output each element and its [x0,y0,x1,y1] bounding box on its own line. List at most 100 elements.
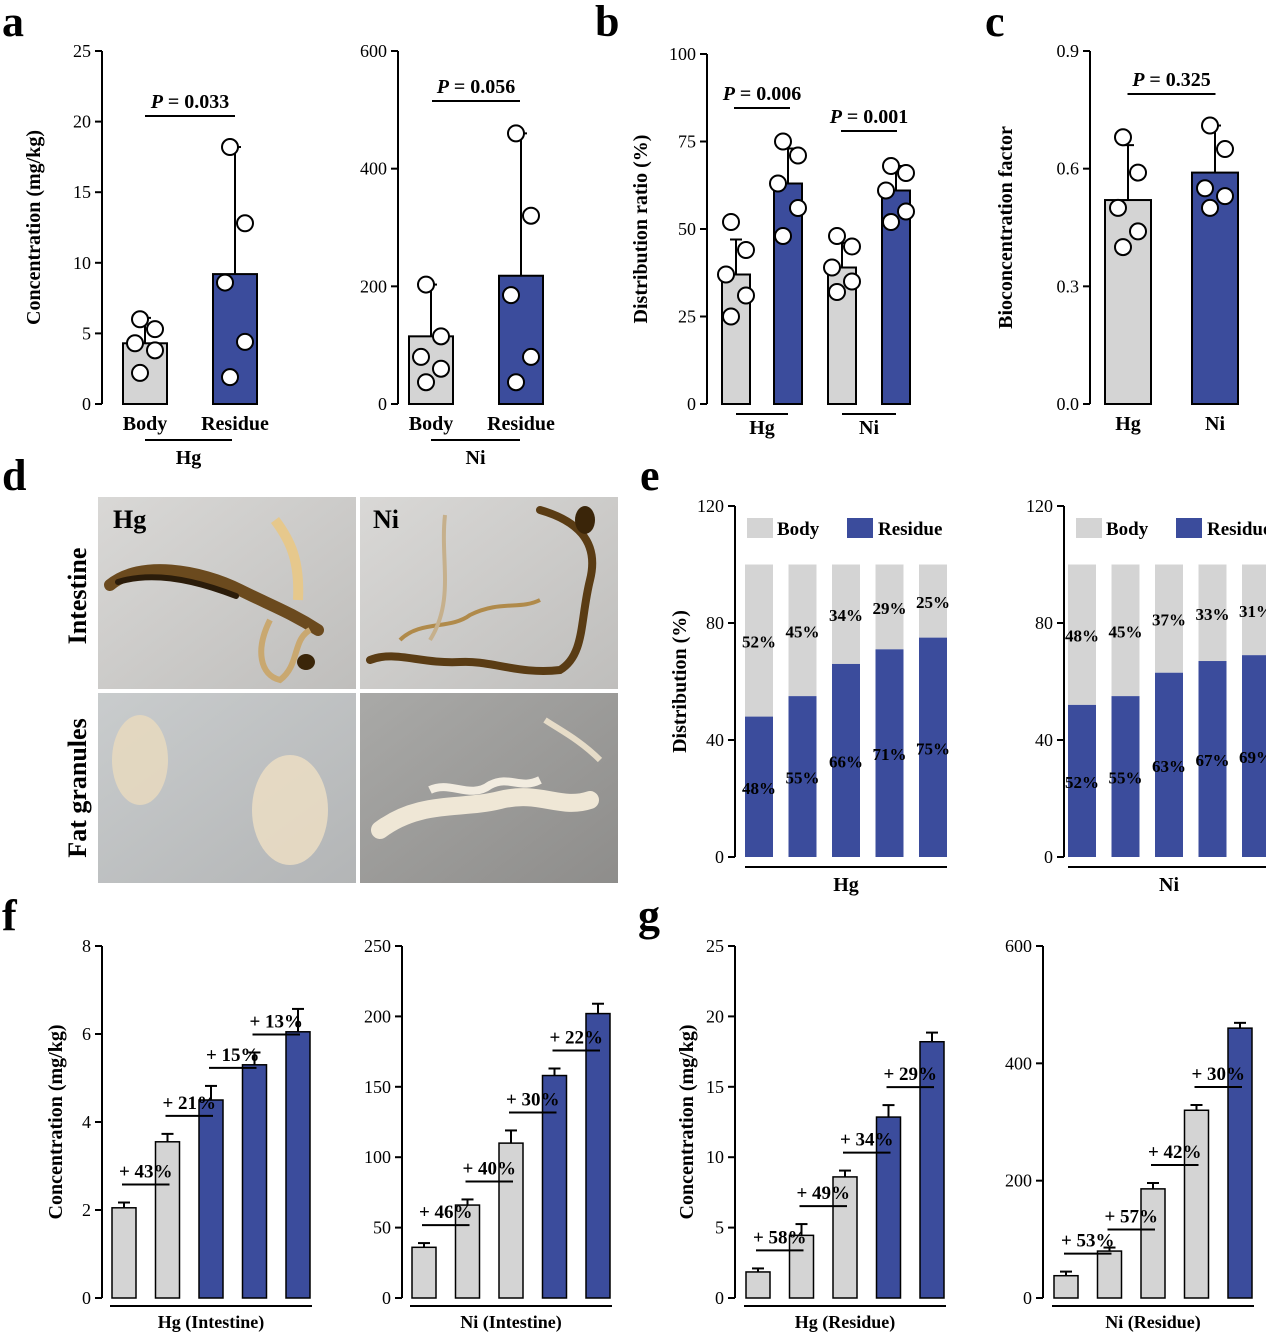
chart-e-ni-ytick-label: 80 [1035,613,1053,633]
chart-a-hg-bar-0-point [146,320,164,339]
chart-g-hg-ytick-label: 0 [715,1288,724,1308]
chart-g-hg-increment-label-2: + 34% [840,1130,894,1151]
chart-g-hg: 0 5 10 15 20 25 + 58% + 49% + 34% + 29% Hg (Residu… [676,936,946,1333]
chart-e-hg-body-label: 52% [742,633,776,652]
chart-a-hg-ytick-label: 5 [82,323,91,343]
chart-b-group-label-1: Ni [859,417,879,439]
chart-c-xlabel-0: Hg [1115,413,1141,435]
chart-e-ni-body-label: 31% [1239,602,1266,621]
chart-c-bar-0-point [1129,222,1147,241]
chart-a-hg-xlabel-1: Residue [201,413,269,435]
chart-b: 0 25 50 75 100 Hg P = 0.006 Ni P = 0.001 Distribu… [630,44,915,439]
chart-a-hg-bar-1-point [216,273,234,292]
chart-e-hg-ytick-label: 40 [706,730,724,750]
chart-a-ni-bar-1-point [522,206,540,225]
chart-b-bar-1-1-point [882,213,900,231]
chart-e-hg-legend-body: Body [777,519,820,540]
chart-a-ni-bar-1-point [502,286,520,305]
chart-e-hg-residue-segment [745,716,773,857]
chart-a-hg-p-value: P = 0.033 [150,91,230,113]
chart-a-hg-bar-0-point [131,363,149,382]
chart-b-ytick-label: 0 [687,394,696,414]
panel-letter-d: d [2,451,26,500]
chart-c-bar-1-point [1216,187,1234,206]
chart-f-hg-bar-1 [154,1141,181,1299]
chart-b-bar-0-1-point [789,199,807,217]
chart-e-hg-body-label: 45% [786,622,820,641]
chart-f-hg-ytick-label: 8 [82,936,91,956]
chart-e-hg-body-label: 25% [916,593,950,612]
chart-g-ni-bar-0 [1053,1274,1079,1299]
photo-col-label-hg: Hg [113,505,146,534]
chart-g-ni-bar-3 [1183,1109,1210,1299]
panel-letter-f: f [2,891,18,940]
chart-f-hg-bar-2 [198,1099,224,1299]
chart-e-hg-body-segment [745,564,773,717]
chart-a-hg-bar-1-point [236,332,254,351]
chart-a-ni-bar-0-point [417,275,435,294]
chart-e-hg-residue-label: 66% [829,752,863,771]
chart-g-ni-group-label: Ni (Residue) [1105,1312,1201,1333]
chart-e-ni-body-segment [1242,564,1266,656]
chart-e-hg-residue-label: 55% [786,769,820,788]
chart-a-ni-bar-0-point [432,359,450,378]
chart-c: 0.0 0.3 0.6 0.9 Hg Ni Bioconcentration factor P… [995,41,1239,435]
chart-g-hg-bar-4 [919,1040,945,1299]
photo-intestine-ni [360,497,618,689]
chart-f-ni-ytick-label: 0 [382,1288,391,1308]
chart-e-ni-residue-segment [1155,672,1183,857]
chart-a-hg-bar-1-point [221,368,239,387]
chart-c-bar-0-point [1129,163,1147,182]
chart-g-hg-increment-label-3: + 29% [883,1064,937,1085]
chart-e-hg-body-segment [875,564,904,650]
chart-g-hg-ytick-label: 20 [706,1006,724,1026]
chart-a-ni-bar-0-point [432,327,450,346]
chart-e-ni-ytick-label: 0 [1044,847,1053,867]
chart-e-hg-body-segment [832,564,860,664]
chart-e-ni: 0 40 80 120 48% 52% 45% 55% 37% 63% 33% 67% 31% 69% Ni… [1026,496,1266,896]
chart-f-hg-bar-0 [111,1207,137,1299]
chart-g-hg-ytick-label: 10 [706,1147,724,1167]
chart-f-hg-ytick-label: 4 [82,1112,91,1132]
chart-b-bar-0-1-point [774,132,792,151]
panel-letter-a: a [2,0,24,46]
chart-e-ni-body-label: 33% [1196,605,1230,624]
chart-a-ni-bar-1-point [507,124,525,143]
chart-b-bar-0-1-point [774,227,792,245]
chart-f-ni-bar-2 [498,1142,524,1299]
chart-c-xlabel-1: Ni [1205,413,1225,435]
chart-f-hg-ytick-label: 0 [82,1288,91,1308]
chart-b-ylabel: Distribution ratio (%) [630,135,652,324]
chart-f-ni-ytick-label: 250 [364,936,391,956]
chart-g-ni-ytick-label: 600 [1005,936,1032,956]
chart-a-ni-xlabel-1: Residue [487,413,555,435]
chart-b-bar-1-1-point [897,164,915,182]
chart-g-ni-ytick-label: 400 [1005,1053,1032,1073]
chart-a-hg-ytick-label: 25 [73,41,91,61]
chart-f-hg-increment-label-1: + 21% [162,1093,216,1114]
chart-b-1-p-value: P = 0.001 [829,106,909,128]
chart-c-bar-0-point [1114,238,1132,257]
chart-b-bar-0-0-point [722,307,740,326]
chart-c-ytick-label: 0.3 [1057,276,1080,296]
chart-g-hg-ytick-label: 25 [706,936,724,956]
chart-e-hg-ylabel: Distribution (%) [669,610,691,753]
panel-letter-b: b [595,0,619,46]
chart-a-ni-bar-1-point [522,347,540,366]
chart-e-ni-group-label: Ni [1159,874,1179,896]
panel-letter-g: g [638,891,660,940]
chart-f-ni: 0 50 100 150 200 250 + 46% + 40% + 30% + 22% Ni (I… [364,936,612,1333]
chart-a-hg-bar-0-point [146,341,164,360]
chart-e-hg-legend-residue: Residue [878,519,942,540]
chart-c-bar-1-point [1216,140,1234,159]
photo-fat-hg [98,693,356,883]
chart-e-hg-residue-label: 48% [742,779,776,798]
chart-e-hg-group-label: Hg [833,874,859,896]
chart-e-hg: 0 40 80 120 52% 48% 45% 55% 34% 66% 29% 71% 25% 75% Hg… [669,496,950,896]
chart-b-ytick-label: 50 [678,219,696,239]
chart-e-ni-residue-label: 67% [1196,751,1230,770]
chart-f-ni-bar-0 [411,1246,437,1299]
chart-c-bar-1-point [1196,179,1214,198]
chart-a-hg-bar-0-point [131,310,149,329]
